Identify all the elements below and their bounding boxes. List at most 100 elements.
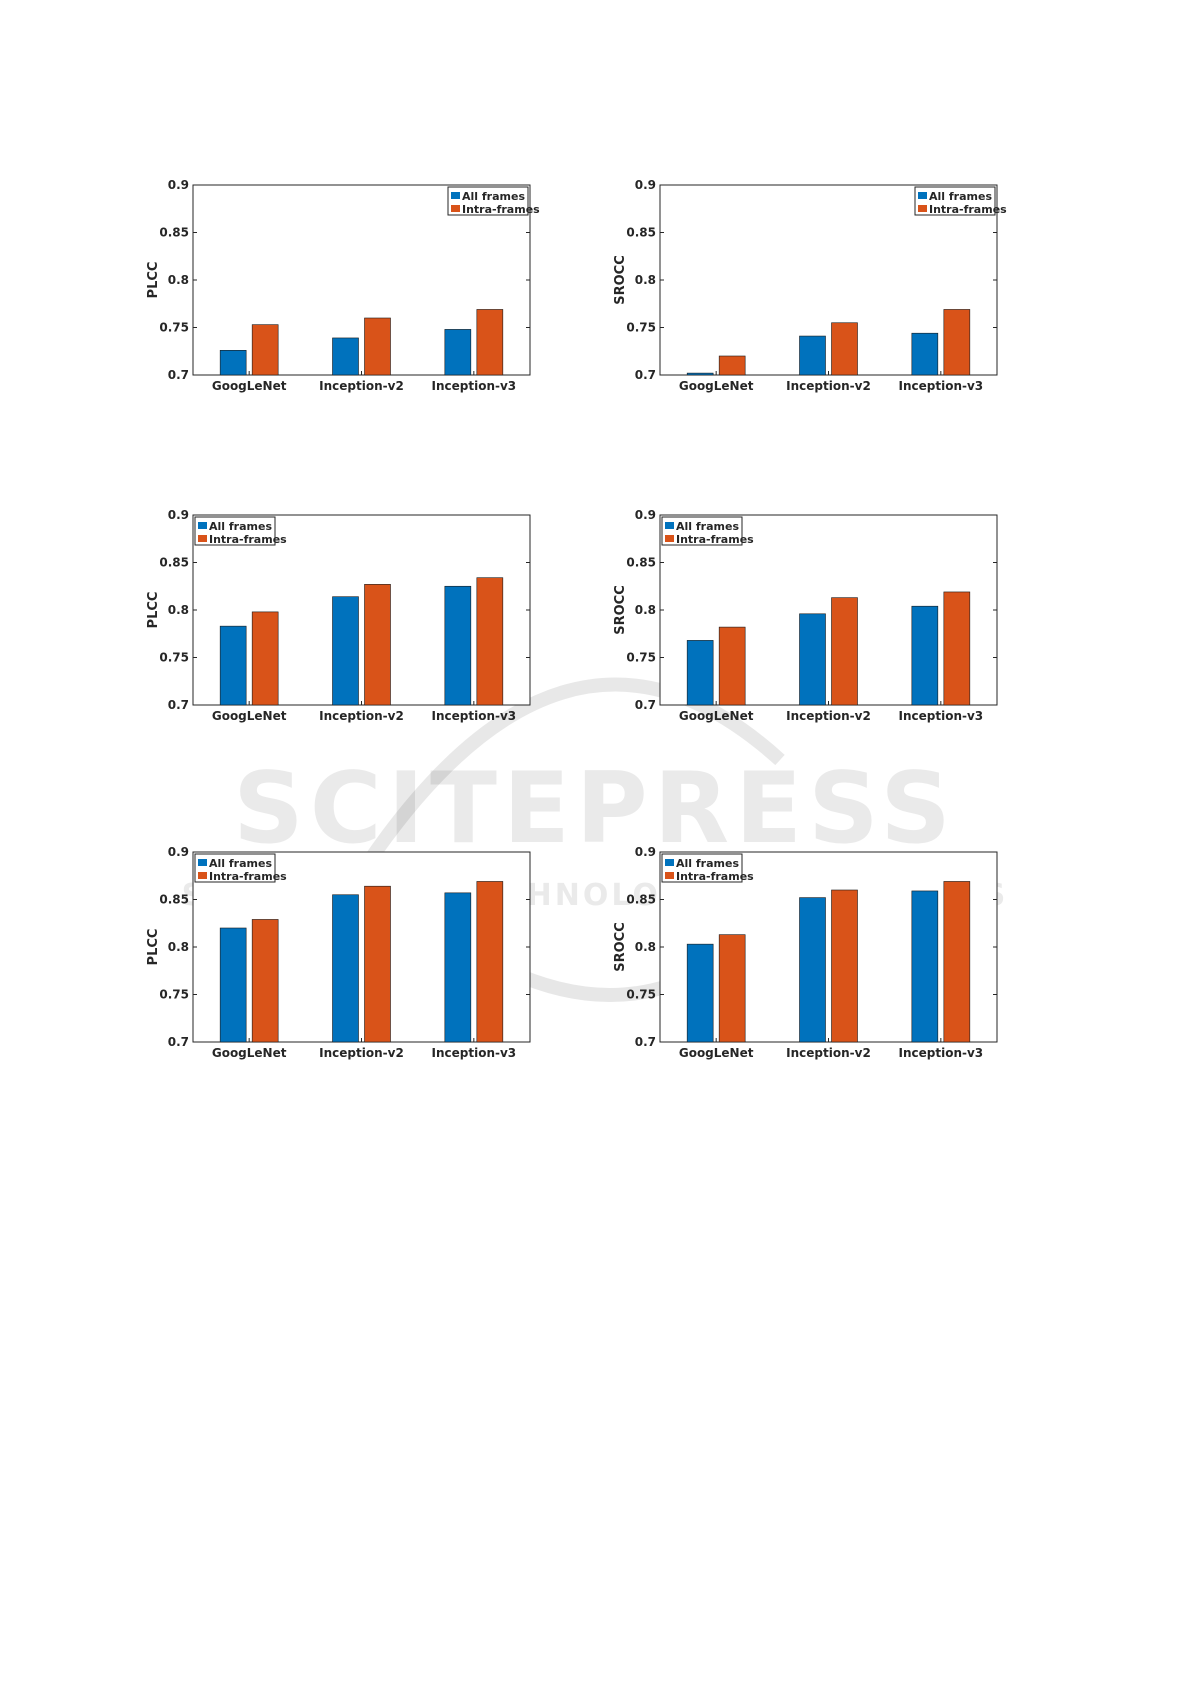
- y-tick-label: 0.9: [635, 845, 656, 859]
- plot-area: [192, 514, 531, 706]
- x-tick-label: GoogLeNet: [679, 379, 754, 393]
- legend-swatch: [918, 205, 927, 212]
- legend-box: [194, 853, 276, 883]
- y-tick-label: 0.9: [168, 508, 189, 522]
- legend-label: Intra-frames: [676, 533, 754, 546]
- bar-intra-frames: [251, 919, 279, 1043]
- bar-all-frames: [686, 943, 714, 1043]
- bar-intra-frames: [476, 309, 504, 376]
- x-tick-label: Inception-v2: [786, 379, 871, 393]
- chart-1-svg: 0.7 0.75 0.8 0.85 0.9 PLCC GoogLeNet Inception-…: [146, 178, 540, 393]
- plot-area: [659, 184, 998, 376]
- bar-all-frames: [799, 335, 826, 376]
- x-tick-label: GoogLeNet: [212, 709, 287, 723]
- bar-intra-frames: [831, 889, 858, 1043]
- legend-swatch: [451, 205, 460, 212]
- legend-label: Intra-frames: [676, 870, 754, 883]
- legend-box: [194, 516, 276, 546]
- x-tick-label: GoogLeNet: [212, 1046, 287, 1060]
- chart-4-svg: 0.7 0.75 0.8 0.85 0.9 SROCC GoogLeNet Inception…: [613, 508, 998, 723]
- bar-intra-frames: [364, 317, 391, 376]
- y-tick-label: 0.85: [626, 226, 656, 240]
- y-tick-label: 0.75: [626, 988, 656, 1002]
- y-tick-label: 0.7: [635, 698, 656, 712]
- bar-intra-frames: [364, 885, 391, 1043]
- legend-swatch: [665, 535, 674, 542]
- x-tick-label: Inception-v2: [786, 1046, 871, 1060]
- bar-all-frames: [219, 625, 247, 706]
- legend-label: All frames: [209, 520, 272, 533]
- y-tick-label: 0.8: [635, 273, 656, 287]
- x-tick-label: GoogLeNet: [679, 1046, 754, 1060]
- bar-intra-frames: [943, 881, 971, 1043]
- bar-all-frames: [219, 927, 247, 1043]
- legend-swatch: [665, 522, 674, 529]
- bar-all-frames: [799, 613, 826, 706]
- x-tick-label: Inception-v3: [432, 379, 517, 393]
- bar-intra-frames: [476, 881, 504, 1043]
- chart-6: 0.7 0.75 0.8 0.85 0.9 SROCC GoogLeNet Inception…: [597, 842, 1057, 1102]
- legend-label: All frames: [209, 857, 272, 870]
- x-tick-label: Inception-v3: [899, 709, 984, 723]
- y-tick-label: 0.7: [635, 1035, 656, 1049]
- chart-3: 0.7 0.75 0.8 0.85 0.9 PLCC GoogLeNet Inception-…: [130, 505, 590, 765]
- y-axis-label: SROCC: [613, 922, 628, 972]
- y-tick-label: 0.85: [159, 226, 189, 240]
- x-tick-label: GoogLeNet: [679, 709, 754, 723]
- y-tick-label: 0.7: [168, 368, 189, 382]
- chart-6-svg: 0.7 0.75 0.8 0.85 0.9 SROCC GoogLeNet Inception…: [613, 845, 998, 1060]
- y-tick-label: 0.85: [159, 556, 189, 570]
- legend-label: All frames: [462, 190, 525, 203]
- y-axis-label: PLCC: [146, 929, 161, 966]
- y-tick-label: 0.75: [159, 321, 189, 335]
- chart-3-svg: 0.7 0.75 0.8 0.85 0.9 PLCC GoogLeNet Inception-…: [146, 508, 531, 723]
- y-tick-label: 0.8: [168, 603, 189, 617]
- chart-2-svg: 0.7 0.75 0.8 0.85 0.9 SROCC GoogLeNet Inception…: [613, 178, 1007, 393]
- y-tick-label: 0.85: [626, 893, 656, 907]
- bar-intra-frames: [251, 324, 279, 376]
- y-tick-label: 0.9: [635, 508, 656, 522]
- y-tick-label: 0.85: [626, 556, 656, 570]
- y-tick-label: 0.9: [168, 178, 189, 192]
- bar-intra-frames: [943, 591, 971, 706]
- y-tick-label: 0.75: [159, 651, 189, 665]
- legend-label: Intra-frames: [209, 870, 287, 883]
- chart-2: 0.7 0.75 0.8 0.85 0.9 SROCC GoogLeNet Inception…: [597, 175, 1057, 435]
- bar-all-frames: [444, 329, 472, 376]
- legend-label: Intra-frames: [209, 533, 287, 546]
- y-axis-label: SROCC: [613, 585, 628, 635]
- y-tick-label: 0.9: [635, 178, 656, 192]
- bar-all-frames: [332, 894, 359, 1043]
- bar-all-frames: [911, 890, 939, 1043]
- bar-intra-frames: [476, 577, 504, 706]
- x-tick-label: Inception-v2: [319, 379, 404, 393]
- y-tick-label: 0.8: [635, 603, 656, 617]
- legend-box: [447, 186, 529, 216]
- bar-intra-frames: [251, 611, 279, 706]
- bar-intra-frames: [718, 934, 746, 1043]
- bar-all-frames: [911, 605, 939, 706]
- legend-box: [661, 516, 743, 546]
- legend-label: All frames: [676, 520, 739, 533]
- y-tick-label: 0.75: [626, 321, 656, 335]
- x-tick-label: Inception-v2: [319, 709, 404, 723]
- x-tick-label: Inception-v3: [899, 379, 984, 393]
- x-tick-label: Inception-v2: [786, 709, 871, 723]
- y-tick-label: 0.9: [168, 845, 189, 859]
- y-tick-label: 0.7: [168, 1035, 189, 1049]
- y-tick-label: 0.7: [168, 698, 189, 712]
- bar-intra-frames: [718, 355, 746, 376]
- y-tick-label: 0.85: [159, 893, 189, 907]
- legend-swatch: [198, 535, 207, 542]
- y-tick-label: 0.8: [635, 940, 656, 954]
- bar-all-frames: [799, 897, 826, 1043]
- y-tick-label: 0.75: [159, 988, 189, 1002]
- bar-intra-frames: [364, 584, 391, 706]
- y-tick-label: 0.8: [168, 273, 189, 287]
